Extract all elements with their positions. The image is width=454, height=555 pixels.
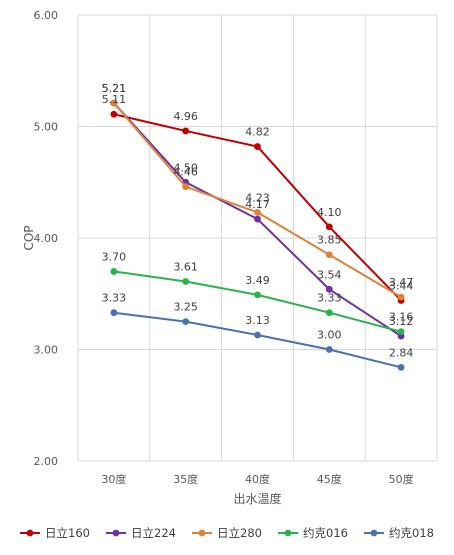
data-label: 5.11 <box>102 93 127 106</box>
legend-label: 日立160 <box>45 526 90 540</box>
data-point <box>110 268 118 275</box>
data-point <box>325 251 333 259</box>
data-point <box>325 285 333 293</box>
data-point <box>110 309 118 317</box>
x-tick-label: 30度 <box>101 472 126 486</box>
data-point <box>325 309 333 317</box>
data-label: 5.21 <box>102 82 127 95</box>
data-label: 3.00 <box>317 329 342 342</box>
data-label: 4.96 <box>173 110 198 123</box>
legend: 日立160 日立224 日立280 约克016 约克018 <box>20 526 434 540</box>
data-label: 5.21 <box>102 82 127 95</box>
legend-label: 约克016 <box>303 526 348 540</box>
data-label: 4.46 <box>173 166 198 179</box>
x-tick-labels: 30度 35度 40度 45度 50度 <box>101 472 413 486</box>
x-tick-label: 40度 <box>245 472 270 486</box>
data-label: 3.47 <box>389 276 414 289</box>
y-tick-label: 4.00 <box>34 232 59 245</box>
y-axis-title: COP <box>22 225 36 250</box>
data-point <box>254 215 261 223</box>
data-label: 3.49 <box>245 274 270 287</box>
x-tick-label: 35度 <box>173 472 198 486</box>
gridlines <box>77 14 438 462</box>
legend-marker <box>198 529 206 537</box>
data-label: 3.33 <box>317 292 342 305</box>
data-point <box>182 183 190 191</box>
legend-label: 约克018 <box>389 526 434 540</box>
data-point <box>182 278 190 285</box>
data-point <box>254 291 261 299</box>
legend-marker <box>284 529 292 537</box>
data-point <box>254 143 261 150</box>
data-point <box>182 127 190 135</box>
data-point <box>397 293 405 301</box>
data-label: 3.54 <box>317 268 342 281</box>
data-label: 4.50 <box>173 161 198 174</box>
data-point <box>397 363 405 371</box>
data-label: 4.82 <box>245 126 270 139</box>
series-lines <box>110 99 405 371</box>
data-label: 3.12 <box>389 315 414 328</box>
x-tick-label: 45度 <box>317 472 342 486</box>
data-label: 3.61 <box>173 260 198 273</box>
legend-marker <box>26 529 34 537</box>
data-point <box>397 328 405 336</box>
x-axis-title: 出水温度 <box>233 491 281 506</box>
data-point <box>110 99 118 107</box>
x-tick-label: 50度 <box>389 472 414 486</box>
legend-label: 日立224 <box>131 526 176 540</box>
data-point <box>110 110 118 118</box>
data-point <box>254 208 261 216</box>
legend-marker <box>370 529 378 537</box>
data-label: 3.85 <box>317 234 342 247</box>
data-label: 4.10 <box>317 206 342 219</box>
y-tick-label: 5.00 <box>34 121 59 134</box>
data-label: 2.84 <box>389 346 414 359</box>
data-label: 3.44 <box>389 279 414 292</box>
data-point <box>254 331 261 339</box>
data-label: 3.25 <box>173 301 198 314</box>
legend-marker <box>112 529 120 537</box>
data-point <box>325 223 333 231</box>
data-label: 3.13 <box>245 314 270 327</box>
data-labels: 5.11 4.96 4.82 4.10 3.44 5.21 4.50 4.17 3.54 3.12… <box>102 82 414 359</box>
data-label: 4.23 <box>245 191 270 204</box>
data-label: 4.17 <box>245 198 270 211</box>
y-tick-label: 2.00 <box>34 455 59 468</box>
legend-label: 日立280 <box>217 526 262 540</box>
data-label: 3.33 <box>102 292 127 305</box>
data-point <box>182 318 190 326</box>
y-tick-label: 3.00 <box>34 344 59 357</box>
data-label: 3.70 <box>102 250 127 263</box>
y-tick-labels: 2.00 3.00 4.00 5.00 6.00 <box>34 9 59 468</box>
y-tick-label: 6.00 <box>34 9 59 22</box>
data-point <box>325 346 333 353</box>
data-label: 3.16 <box>389 311 414 324</box>
